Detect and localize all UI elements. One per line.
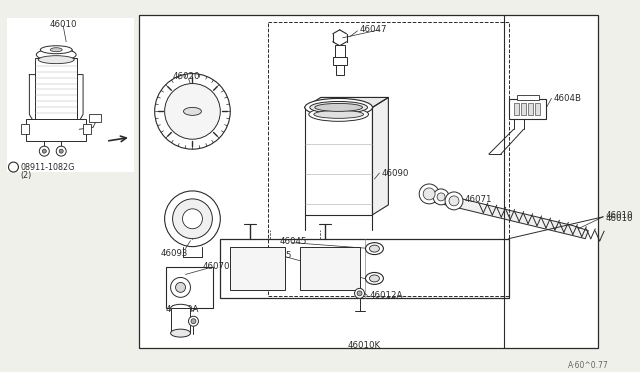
Text: 46010: 46010 — [605, 214, 633, 223]
Circle shape — [173, 199, 212, 239]
Text: 46010: 46010 — [49, 20, 77, 29]
Polygon shape — [372, 97, 388, 215]
Circle shape — [355, 288, 365, 298]
Bar — [516, 96, 538, 100]
Circle shape — [164, 84, 220, 139]
Text: A·60^0.77: A·60^0.77 — [568, 361, 609, 370]
Ellipse shape — [184, 108, 202, 115]
Text: 46020: 46020 — [173, 71, 200, 81]
Ellipse shape — [38, 56, 74, 64]
Text: 46010K: 46010K — [348, 341, 381, 350]
Circle shape — [175, 282, 186, 292]
Text: 46047: 46047 — [360, 25, 387, 34]
Bar — [171, 308, 191, 333]
Text: 46012A: 46012A — [369, 291, 403, 300]
Circle shape — [164, 191, 220, 247]
Circle shape — [39, 146, 49, 156]
Bar — [139, 15, 598, 348]
Ellipse shape — [365, 243, 383, 254]
Text: 4604B: 4604B — [554, 94, 582, 103]
Polygon shape — [29, 74, 83, 121]
Bar — [527, 103, 532, 115]
Polygon shape — [429, 191, 588, 239]
Circle shape — [189, 316, 198, 326]
Text: 46010: 46010 — [605, 211, 633, 220]
Text: 46070: 46070 — [202, 262, 230, 270]
Bar — [509, 99, 547, 119]
Text: 46071: 46071 — [465, 195, 492, 204]
Bar — [268, 22, 509, 296]
Text: N: N — [11, 164, 16, 170]
Circle shape — [437, 193, 445, 201]
Text: 46045: 46045 — [280, 237, 307, 246]
Circle shape — [449, 196, 459, 206]
Bar — [21, 124, 29, 134]
Circle shape — [419, 184, 439, 204]
Text: 46070A: 46070A — [166, 305, 199, 314]
Circle shape — [42, 149, 46, 153]
Circle shape — [191, 319, 196, 324]
Circle shape — [8, 162, 19, 172]
Bar — [89, 114, 101, 122]
Text: 08911-1082G: 08911-1082G — [20, 163, 75, 172]
Circle shape — [445, 192, 463, 210]
Ellipse shape — [305, 99, 372, 116]
Bar — [335, 45, 344, 57]
Bar — [83, 124, 91, 134]
Circle shape — [423, 188, 435, 200]
Bar — [35, 58, 77, 119]
Text: (2): (2) — [20, 171, 31, 180]
Ellipse shape — [369, 245, 380, 252]
Ellipse shape — [171, 304, 191, 312]
Circle shape — [171, 278, 191, 297]
Bar — [26, 119, 86, 141]
Bar — [305, 108, 372, 215]
Ellipse shape — [309, 108, 369, 121]
Text: 46093: 46093 — [161, 248, 188, 257]
Bar — [220, 239, 509, 298]
Ellipse shape — [369, 275, 380, 282]
Ellipse shape — [171, 329, 191, 337]
Text: 46090: 46090 — [381, 169, 409, 178]
Circle shape — [182, 209, 202, 229]
Bar — [230, 247, 285, 291]
Bar — [520, 103, 525, 115]
Bar — [333, 57, 347, 65]
Bar — [166, 266, 213, 308]
Circle shape — [60, 149, 63, 153]
Circle shape — [357, 291, 362, 296]
Ellipse shape — [365, 272, 383, 285]
Ellipse shape — [40, 46, 72, 54]
Ellipse shape — [36, 49, 76, 61]
Bar — [534, 103, 540, 115]
Bar — [300, 247, 360, 291]
Ellipse shape — [315, 103, 362, 111]
Circle shape — [155, 74, 230, 149]
Circle shape — [56, 146, 66, 156]
Ellipse shape — [310, 102, 367, 113]
Ellipse shape — [314, 110, 364, 118]
Polygon shape — [305, 97, 388, 108]
Ellipse shape — [51, 48, 62, 52]
Text: 46045: 46045 — [265, 251, 292, 260]
Bar — [6, 18, 134, 172]
Bar — [335, 65, 344, 74]
Circle shape — [433, 189, 449, 205]
Bar — [514, 103, 518, 115]
